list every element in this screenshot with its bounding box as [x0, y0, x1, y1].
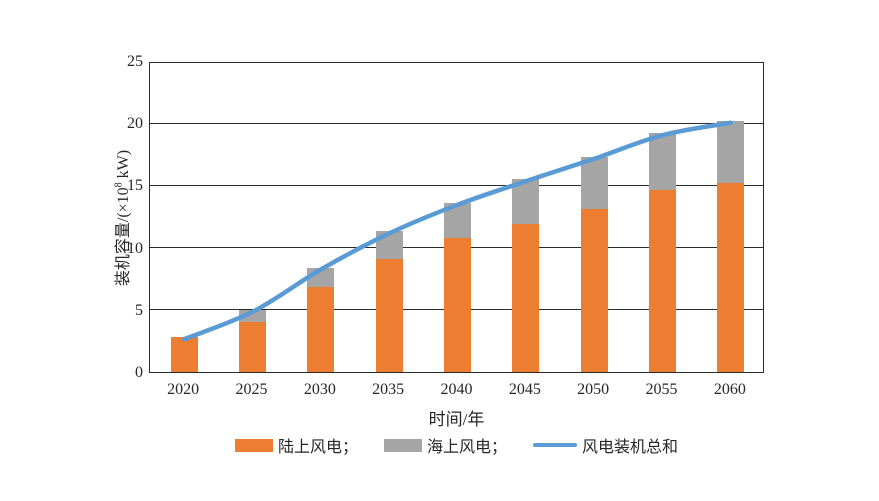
- bar-offshore-2055: [649, 133, 676, 191]
- x-tick-2025: 2025: [235, 381, 268, 398]
- y-tick-20: 20: [127, 115, 143, 133]
- bar-onshore-2055: [649, 190, 676, 372]
- y-tick-15: 15: [127, 177, 143, 195]
- y-tick-10: 10: [127, 239, 143, 257]
- bar-offshore-2045: [512, 179, 540, 224]
- legend-label-total: 风电装机总和: [582, 439, 679, 456]
- bar-onshore-2035: [375, 258, 403, 372]
- legend-label-offshore: 海上风电；: [426, 439, 507, 456]
- gridline-y15: [150, 184, 763, 186]
- offshore-wind-swatch-icon: [383, 438, 422, 452]
- total-line-layer: [181, 120, 734, 342]
- bar-onshore-2025: [239, 322, 266, 372]
- onshore-wind-swatch-icon: [234, 438, 273, 452]
- y-axis-title: 装机容量/(×108 kW): [109, 150, 133, 286]
- legend: 陆上风电； 海上风电； 风电装机总和: [149, 433, 764, 457]
- y-tick-25: 25: [127, 53, 143, 70]
- x-tick-2055: 2055: [645, 381, 678, 398]
- y-tick-5: 5: [135, 301, 143, 319]
- bar-onshore-2045: [512, 223, 540, 372]
- bar-onshore-2050: [580, 209, 608, 372]
- bar-offshore-2050: [580, 156, 608, 210]
- x-tick-2030: 2030: [303, 381, 336, 398]
- x-tick-2045: 2045: [508, 381, 541, 398]
- bar-onshore-2060: [717, 182, 745, 372]
- legend-item-total: 风电装机总和: [533, 433, 678, 457]
- x-tick-2035: 2035: [372, 381, 405, 398]
- x-tick-2020: 2020: [167, 381, 200, 398]
- x-tick-2050: 2050: [577, 381, 610, 398]
- x-tick-2060: 2060: [713, 381, 746, 398]
- y-tick-0: 0: [135, 364, 143, 381]
- bar-onshore-2040: [444, 237, 471, 372]
- total-line-path: [181, 120, 734, 342]
- legend-item-offshore: 海上风电；: [383, 433, 507, 457]
- total-wind-line-swatch-icon: [533, 443, 577, 447]
- x-tick-2040: 2040: [440, 381, 473, 398]
- y-axis-title-text: 装机容量/(×10: [115, 187, 132, 287]
- legend-item-onshore: 陆上风电；: [234, 433, 358, 457]
- gridline-y20: [150, 122, 763, 124]
- bar-offshore-2060: [717, 120, 745, 183]
- bar-onshore-2030: [307, 287, 335, 372]
- legend-label-onshore: 陆上风电；: [277, 439, 358, 456]
- bar-onshore-2020: [170, 337, 198, 372]
- plot-area: [149, 62, 764, 373]
- x-axis-title: 时间/年: [428, 410, 485, 429]
